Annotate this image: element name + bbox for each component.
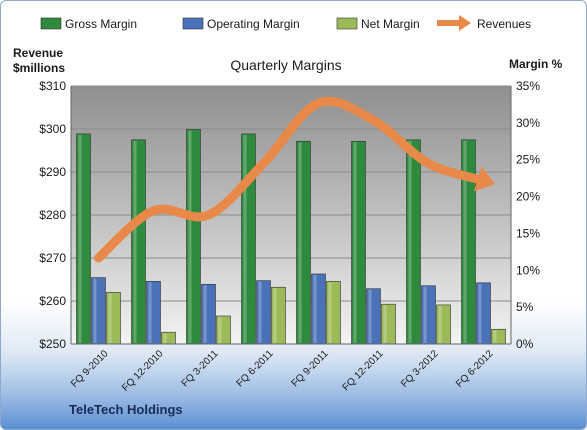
right-tick-label: 15% [516,226,540,240]
category-label: FQ 12-2010 [120,348,166,394]
right-axis-label: Margin % [509,57,563,71]
right-tick-label: 5% [516,300,534,314]
category-label: FQ 3-2011 [180,348,221,389]
left-tick-label: $250 [39,337,66,351]
category-label: FQ 9-2010 [69,348,111,390]
legend-label-revenues: Revenues [477,17,531,31]
category-label: FQ 6-2012 [454,348,496,390]
left-axis-label-line1: Revenue [13,46,63,60]
bar-highlight [463,140,467,343]
bar-highlight [313,274,317,343]
right-tick-label: 0% [516,337,534,351]
legend-swatch-net-margin [336,17,358,30]
right-tick-label: 30% [516,116,540,130]
left-tick-label: $290 [39,165,66,179]
bar-highlight [133,140,137,343]
bar-highlight [383,305,387,343]
bar-highlight [478,283,482,343]
chart-title: Quarterly Margins [230,57,341,73]
bar-highlight [78,134,82,343]
legend: Gross Margin Operating Margin Net Margin Re… [40,15,531,31]
left-tick-label: $260 [39,294,66,308]
bar-highlight [163,333,167,343]
category-label: FQ 9-2011 [290,348,331,389]
right-tick-label: 10% [516,263,540,277]
legend-arrow-revenues [459,15,471,31]
left-tick-label: $280 [39,208,66,222]
revenue-arrow-head [473,166,495,192]
left-tick-label: $310 [39,79,66,93]
left-axis-label-line2: $millions [13,61,65,75]
bar-highlight [493,330,497,343]
left-tick-label: $300 [39,122,66,136]
bar-highlight [298,142,302,343]
bar-highlight [108,293,112,343]
category-label: FQ 12-2011 [341,348,386,393]
legend-label-operating-margin: Operating Margin [207,17,300,31]
bar-highlight [218,316,222,343]
bar-highlight [438,305,442,343]
right-tick-label: 25% [516,153,540,167]
bar-highlight [273,288,277,343]
revenue-line-path [94,96,488,263]
category-label: FQ 3-2012 [399,348,441,390]
bar-highlight [408,140,412,343]
bar-highlight [93,278,97,343]
right-tick-label: 35% [516,79,540,93]
bar-highlight [353,142,357,343]
bar-highlight [258,281,262,343]
legend-swatch-gross-margin [40,17,62,30]
bar-highlight [368,289,372,343]
bar-highlight [243,134,247,343]
bar-highlight [423,286,427,343]
bar-highlight [328,282,332,343]
left-tick-label: $270 [39,251,66,265]
revenue-line [94,96,495,263]
category-label: FQ 6-2011 [235,348,276,389]
legend-swatch-operating-margin [182,17,204,30]
bar-highlight [148,282,152,343]
legend-label-net-margin: Net Margin [361,17,420,31]
bar-highlight [203,285,207,343]
legend-label-gross-margin: Gross Margin [65,17,137,31]
company-name: TeleTech Holdings [69,402,183,417]
right-tick-label: 20% [516,190,540,204]
bar-highlight [188,130,192,343]
